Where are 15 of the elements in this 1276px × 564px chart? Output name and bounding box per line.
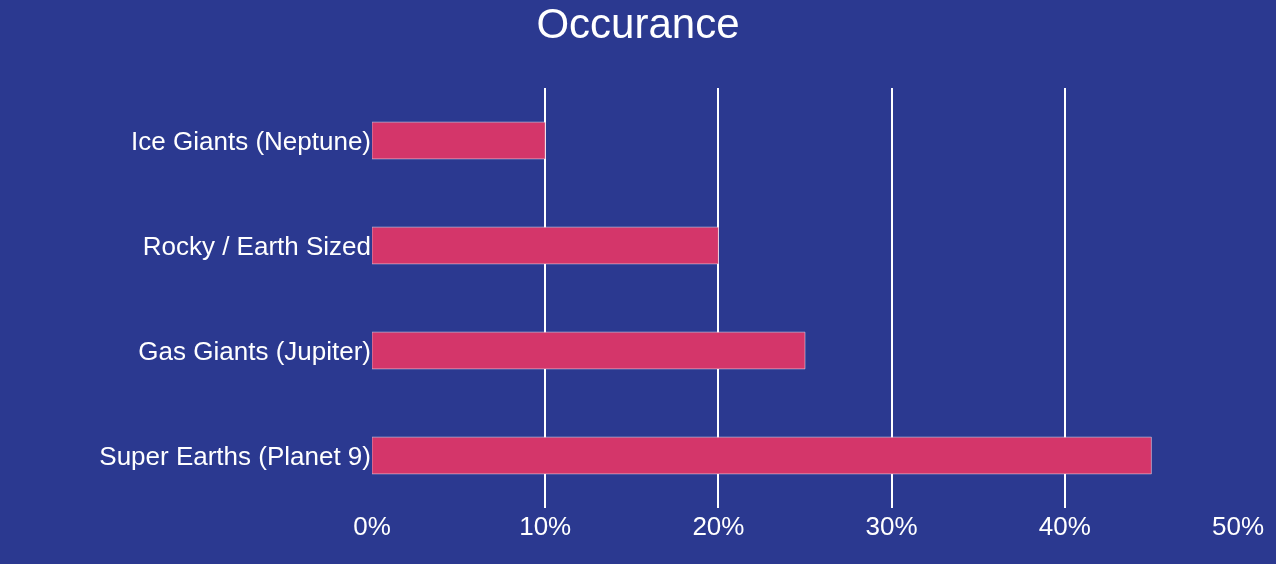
bar xyxy=(372,226,719,265)
y-tick-label: Rocky / Earth Sized xyxy=(142,230,371,261)
bar xyxy=(372,121,546,160)
y-tick-label: Gas Giants (Jupiter) xyxy=(138,335,371,366)
chart-title: Occurance xyxy=(536,0,740,47)
bar xyxy=(372,331,806,370)
x-tick-label: 10% xyxy=(519,511,572,541)
x-tick-label: 40% xyxy=(1038,511,1091,541)
x-tick-label: 30% xyxy=(865,511,918,541)
y-tick-label: Ice Giants (Neptune) xyxy=(131,125,371,156)
y-tick-label: Super Earths (Planet 9) xyxy=(99,440,371,471)
x-tick-label: 20% xyxy=(692,511,745,541)
bar xyxy=(372,436,1152,475)
x-tick-label: 50% xyxy=(1211,511,1265,541)
x-tick-label: 0% xyxy=(353,511,391,541)
